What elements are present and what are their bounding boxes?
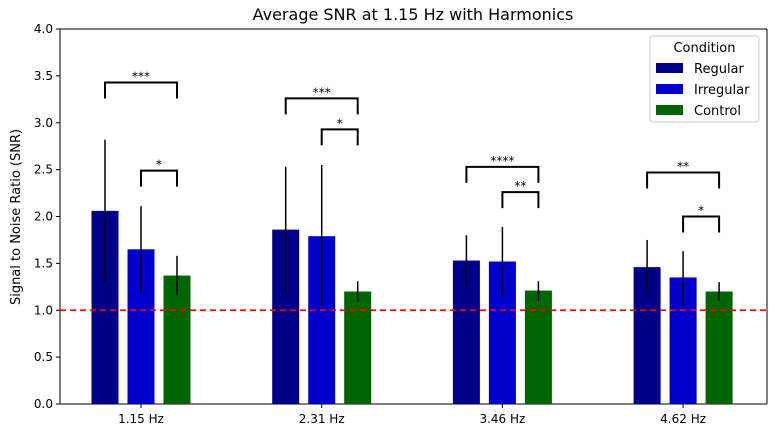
y-tick-label: 0.0	[34, 397, 53, 411]
y-tick-label: 2.0	[34, 210, 53, 224]
legend-label-control: Control	[694, 104, 741, 119]
y-axis-label: Signal to Noise Ratio (SNR)	[9, 129, 24, 305]
legend-swatch-regular	[656, 63, 683, 73]
legend-swatch-irregular	[656, 84, 683, 94]
plot-area: 0.0 0.5 1.0 1.5 2.0 2.5 3.0 3.5 4.0 1.15 Hz 2.31 H…	[34, 22, 768, 426]
bar-control-1	[344, 291, 372, 404]
y-tick-label: 2.5	[34, 163, 53, 177]
x-tick-label: 3.46 Hz	[479, 412, 525, 426]
x-tick-label: 4.62 Hz	[660, 412, 706, 426]
significance-bracket	[501, 191, 540, 209]
significance-label: **	[677, 159, 689, 173]
significance-label: ****	[490, 154, 514, 168]
significance-label: **	[514, 179, 526, 193]
y-tick-label: 4.0	[34, 22, 53, 36]
legend-box	[649, 35, 760, 123]
significance-bracket	[104, 81, 178, 99]
y-tick-label: 1.0	[34, 303, 53, 317]
chart-title: Average SNR at 1.15 Hz with Harmonics	[253, 5, 574, 24]
significance-bracket	[320, 128, 359, 146]
significance-bracket	[284, 97, 359, 115]
y-tick-label: 1.5	[34, 256, 53, 270]
significance-label: *	[156, 158, 162, 172]
legend-label-regular: Regular	[694, 62, 745, 77]
y-tick-label: 3.5	[34, 69, 53, 83]
y-tick-label: 3.0	[34, 116, 53, 130]
legend-swatch-control	[656, 105, 683, 115]
significance-label: ***	[132, 69, 150, 83]
bar-control-2	[524, 290, 552, 404]
significance-label: *	[337, 116, 343, 130]
significance-label: *	[698, 204, 704, 218]
significance-bracket	[682, 215, 721, 233]
significance-bracket	[465, 165, 540, 183]
x-tick-label: 2.31 Hz	[299, 412, 345, 426]
legend-title: Condition	[673, 41, 735, 56]
x-tick-label: 1.15 Hz	[118, 412, 164, 426]
legend: Condition Regular Irregular Control	[649, 35, 760, 123]
legend-label-irregular: Irregular	[694, 83, 750, 98]
y-tick-label: 0.5	[34, 350, 53, 364]
significance-label: ***	[313, 85, 331, 99]
bar-control-0	[163, 275, 191, 404]
significance-bracket	[140, 169, 178, 187]
significance-bracket	[646, 171, 721, 189]
bar-control-3	[705, 291, 733, 404]
